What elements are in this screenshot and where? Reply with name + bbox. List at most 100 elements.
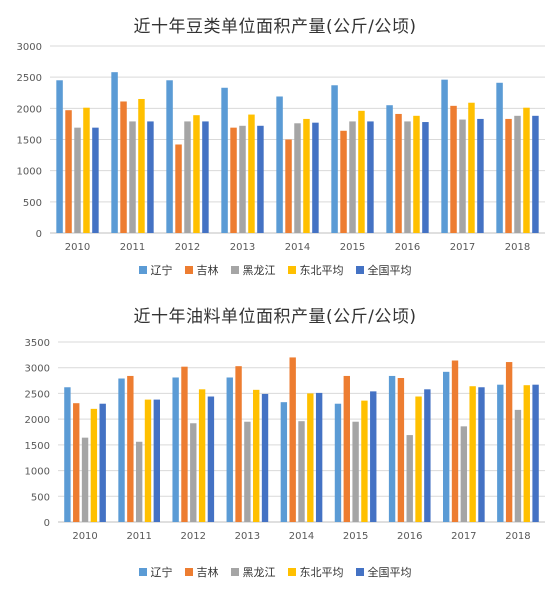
x-tick-label: 2011 bbox=[126, 531, 151, 542]
bar-东北平均-2015 bbox=[358, 110, 365, 233]
bar-黑龙江-2011 bbox=[135, 441, 143, 522]
bar-全国平均-2011 bbox=[153, 399, 160, 522]
bar-全国平均-2015 bbox=[370, 391, 377, 522]
bar-黑龙江-2010 bbox=[74, 127, 81, 233]
legend-swatch bbox=[184, 568, 193, 576]
bar-辽宁-2013 bbox=[226, 377, 233, 522]
x-tick-label: 2014 bbox=[285, 242, 310, 253]
bar-全国平均-2017 bbox=[477, 118, 484, 233]
bar-全国平均-2010 bbox=[99, 403, 106, 522]
legend-item: 全国平均 bbox=[355, 564, 412, 580]
bar-吉林-2010 bbox=[73, 403, 80, 522]
legend-label: 吉林 bbox=[196, 264, 219, 277]
legend-swatch bbox=[184, 266, 193, 274]
bar-东北平均-2018 bbox=[523, 385, 530, 522]
bar-全国平均-2016 bbox=[424, 389, 431, 522]
chart-panel-beans: 近十年豆类单位面积产量(公斤/公顷) 0 500 1000 1500 2000 2500 3… bbox=[0, 0, 550, 290]
bar-辽宁-2018 bbox=[496, 82, 503, 233]
bar-全国平均-2018 bbox=[532, 115, 539, 233]
bar-东北平均-2015 bbox=[361, 400, 368, 522]
y-tick-label: 2000 bbox=[17, 104, 42, 115]
x-tick-label: 2016 bbox=[397, 531, 422, 542]
bar-辽宁-2011 bbox=[118, 378, 125, 522]
bar-全国平均-2014 bbox=[312, 122, 319, 233]
bar-辽宁-2010 bbox=[56, 80, 63, 234]
legend-label: 吉林 bbox=[196, 566, 219, 579]
x-tick-label: 2015 bbox=[343, 531, 368, 542]
bar-黑龙江-2015 bbox=[349, 121, 356, 233]
legend-item: 东北平均 bbox=[287, 262, 344, 278]
bar-东北平均-2014 bbox=[307, 393, 314, 522]
bar-东北平均-2018 bbox=[523, 107, 530, 233]
legend-item: 辽宁 bbox=[138, 564, 173, 580]
bar-吉林-2015 bbox=[340, 130, 347, 233]
legend-label: 东北平均 bbox=[299, 566, 344, 579]
x-tick-label: 2016 bbox=[395, 242, 420, 253]
bar-辽宁-2016 bbox=[386, 105, 393, 233]
x-tick-label: 2012 bbox=[175, 242, 200, 253]
bar-吉林-2014 bbox=[289, 357, 296, 522]
bar-全国平均-2015 bbox=[367, 121, 374, 233]
bar-东北平均-2010 bbox=[90, 408, 98, 522]
bar-东北平均-2017 bbox=[469, 386, 476, 522]
bar-东北平均-2010 bbox=[83, 107, 90, 233]
y-tick-label: 2500 bbox=[25, 389, 50, 400]
legend-swatch bbox=[230, 266, 239, 274]
bar-东北平均-2014 bbox=[303, 118, 310, 233]
bar-黑龙江-2010 bbox=[81, 437, 89, 522]
legend-label: 黑龙江 bbox=[242, 264, 276, 277]
bar-全国平均-2013 bbox=[261, 393, 269, 522]
bar-吉林-2016 bbox=[395, 113, 402, 233]
legend-label: 全国平均 bbox=[367, 264, 412, 277]
legend-label: 东北平均 bbox=[299, 264, 344, 277]
bar-吉林-2011 bbox=[127, 375, 134, 522]
bar-全国平均-2014 bbox=[315, 392, 323, 522]
bar-东北平均-2013 bbox=[248, 114, 255, 233]
legend-swatch bbox=[138, 266, 147, 274]
y-tick-label: 500 bbox=[31, 492, 50, 503]
bar-吉林-2018 bbox=[505, 362, 513, 522]
bar-辽宁-2014 bbox=[276, 96, 283, 234]
legend-label: 黑龙江 bbox=[242, 566, 276, 579]
bar-黑龙江-2014 bbox=[294, 123, 301, 233]
bar-辽宁-2010 bbox=[64, 387, 71, 522]
bar-辽宁-2015 bbox=[334, 403, 342, 522]
y-tick-label: 1500 bbox=[17, 136, 42, 147]
y-tick-label: 500 bbox=[23, 198, 42, 209]
bar-全国平均-2017 bbox=[478, 387, 485, 522]
bar-黑龙江-2011 bbox=[129, 121, 136, 233]
bar-辽宁-2013 bbox=[221, 87, 228, 233]
y-tick-label: 0 bbox=[44, 518, 50, 529]
legend-swatch bbox=[138, 568, 147, 576]
bar-全国平均-2011 bbox=[147, 121, 154, 233]
bar-黑龙江-2013 bbox=[244, 421, 251, 522]
bar-东北平均-2011 bbox=[144, 399, 152, 522]
bar-辽宁-2016 bbox=[388, 375, 396, 522]
x-tick-label: 2012 bbox=[181, 531, 206, 542]
bar-吉林-2017 bbox=[451, 360, 459, 522]
bar-黑龙江-2012 bbox=[184, 121, 191, 233]
legend-item: 黑龙江 bbox=[230, 262, 276, 278]
bar-全国平均-2018 bbox=[532, 384, 539, 522]
x-tick-label: 2017 bbox=[450, 242, 475, 253]
bar-东北平均-2016 bbox=[415, 396, 422, 522]
bar-辽宁-2015 bbox=[331, 85, 338, 234]
bar-全国平均-2012 bbox=[207, 396, 215, 522]
x-tick-label: 2014 bbox=[289, 531, 314, 542]
bar-黑龙江-2017 bbox=[459, 119, 466, 233]
x-tick-label: 2010 bbox=[72, 531, 97, 542]
bar-黑龙江-2014 bbox=[298, 421, 305, 522]
bar-辽宁-2012 bbox=[166, 80, 173, 234]
x-tick-label: 2013 bbox=[235, 531, 260, 542]
y-tick-label: 1000 bbox=[17, 167, 42, 178]
x-tick-label: 2018 bbox=[505, 531, 530, 542]
x-tick-label: 2010 bbox=[65, 242, 90, 253]
x-tick-label: 2013 bbox=[230, 242, 255, 253]
y-tick-label: 1000 bbox=[25, 467, 50, 478]
bar-辽宁-2017 bbox=[441, 79, 448, 233]
legend-item: 全国平均 bbox=[355, 262, 412, 278]
x-tick-label: 2017 bbox=[451, 531, 476, 542]
chart-title: 近十年油料单位面积产量(公斤/公顷) bbox=[133, 307, 417, 327]
legend-item: 黑龙江 bbox=[230, 564, 276, 580]
legend-label: 辽宁 bbox=[150, 264, 173, 277]
